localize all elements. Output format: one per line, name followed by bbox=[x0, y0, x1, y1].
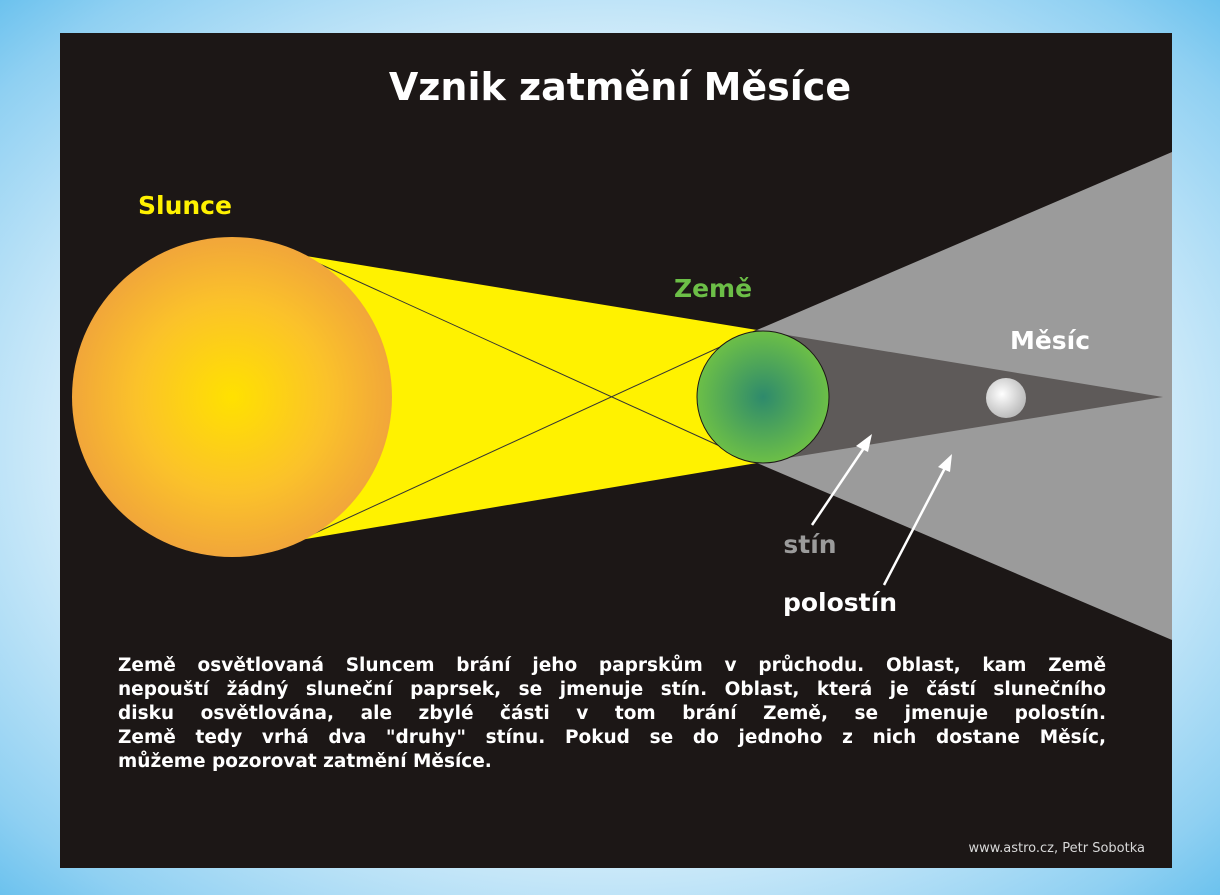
description-line: můžeme pozorovat zatmění Měsíce. bbox=[118, 750, 1106, 774]
penumbra-label: polostín bbox=[783, 588, 897, 617]
moon bbox=[986, 378, 1026, 418]
sun-label: Slunce bbox=[138, 191, 232, 220]
earth bbox=[697, 331, 829, 463]
umbra-label: stín bbox=[783, 530, 836, 559]
description-line: Země osvětlovaná Sluncem brání jeho papr… bbox=[118, 654, 1106, 678]
moon-label: Měsíc bbox=[1010, 326, 1090, 355]
page: Vznik zatmění Měsíce Slunce Země Měsíc s… bbox=[0, 0, 1220, 895]
title: Vznik zatmění Měsíce bbox=[389, 65, 851, 109]
description-line: disku osvětlována, ale zbylé části v tom… bbox=[118, 702, 1106, 726]
credit: www.astro.cz, Petr Sobotka bbox=[968, 841, 1145, 856]
description: Země osvětlovaná Sluncem brání jeho papr… bbox=[118, 654, 1106, 774]
description-line: Země tedy vrhá dva "druhy" stínu. Pokud … bbox=[118, 726, 1106, 750]
earth-label: Země bbox=[674, 274, 752, 303]
sun bbox=[72, 237, 392, 557]
description-line: nepouští žádný sluneční paprsek, se jmen… bbox=[118, 678, 1106, 702]
